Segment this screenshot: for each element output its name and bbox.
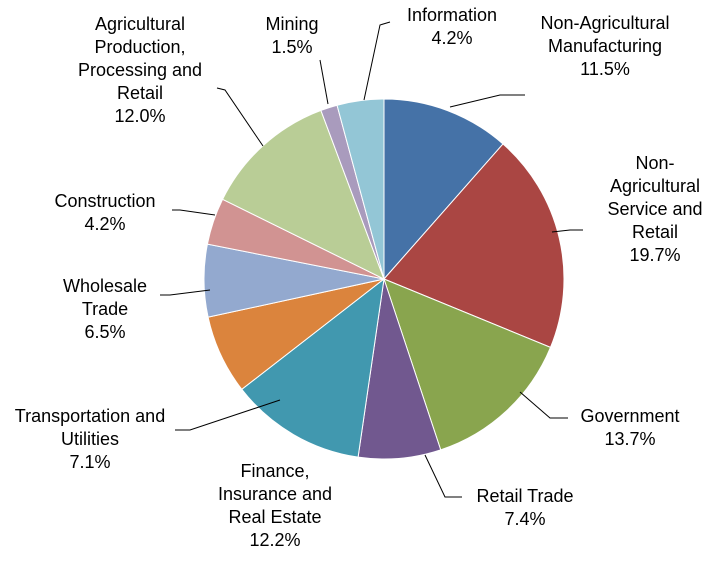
- value-label: 6.5%: [84, 322, 126, 342]
- category-name: Agricultural Production, Processing and …: [77, 14, 203, 103]
- pie-slice: [221, 109, 385, 281]
- pie-slice: [383, 278, 552, 451]
- slice-label: Construction 4.2%: [35, 190, 175, 236]
- leader-lines: [160, 21, 583, 498]
- pie-slice: [383, 143, 565, 349]
- slice-label: Wholesale Trade 6.5%: [55, 275, 155, 344]
- slice-label: Finance, Insurance and Real Estate 12.2%: [209, 460, 341, 552]
- category-name: Non-Agricultural Service and Retail: [607, 153, 703, 242]
- category-name: Non-Agricultural Manufacturing: [540, 13, 670, 56]
- category-name: Mining: [265, 14, 319, 34]
- value-label: 19.7%: [629, 245, 681, 265]
- value-label: 4.2%: [84, 214, 126, 234]
- slice-label: Non-Agricultural Service and Retail 19.7%: [599, 152, 710, 267]
- slice-label: Non-Agricultural Manufacturing 11.5%: [540, 12, 670, 81]
- category-name: Retail Trade: [476, 486, 574, 506]
- value-label: 1.5%: [271, 37, 313, 57]
- slice-label: Retail Trade 7.4%: [460, 485, 590, 531]
- category-name: Information: [406, 5, 498, 25]
- slice-label: Mining 1.5%: [252, 13, 332, 59]
- value-label: 12.2%: [249, 530, 301, 550]
- pie-slice: [336, 98, 385, 280]
- category-name: Construction: [54, 191, 156, 211]
- slice-label: Government 13.7%: [565, 405, 695, 451]
- value-label: 11.5%: [580, 59, 630, 79]
- category-name: Wholesale Trade: [62, 276, 148, 319]
- slice-label: Agricultural Production, Processing and …: [64, 13, 216, 128]
- pie-slice: [241, 277, 385, 458]
- category-name: Transportation and Utilities: [14, 406, 166, 449]
- slice-label: Transportation and Utilities 7.1%: [10, 405, 170, 474]
- category-name: Finance, Insurance and Real Estate: [217, 461, 333, 527]
- value-label: 4.2%: [431, 28, 473, 48]
- pie-slice: [383, 98, 504, 281]
- value-label: 7.4%: [504, 509, 546, 529]
- slice-label: Information 4.2%: [392, 4, 512, 50]
- category-name: Government: [580, 406, 680, 426]
- value-label: 7.1%: [69, 452, 111, 472]
- value-label: 12.0%: [114, 106, 166, 126]
- value-label: 13.7%: [604, 429, 656, 449]
